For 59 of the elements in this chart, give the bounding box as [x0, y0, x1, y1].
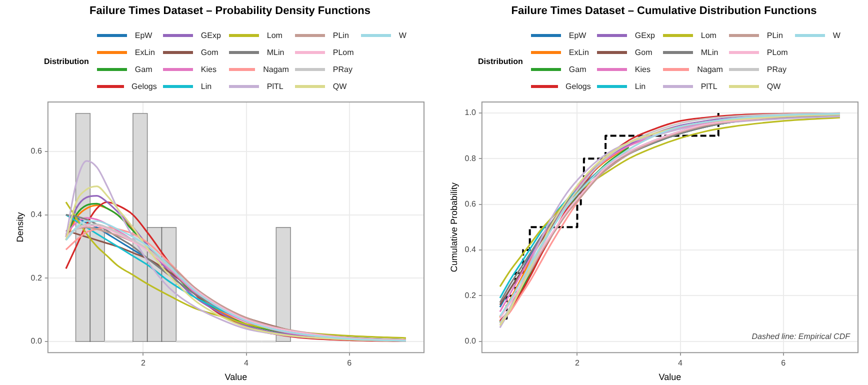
y-axis-title: Cumulative Probability	[448, 182, 459, 272]
legend-label: Lom	[700, 31, 716, 40]
legend-label: Lin	[634, 82, 646, 91]
legend-label: PLom	[766, 48, 788, 57]
legend-label: PLom	[332, 48, 354, 57]
legend-label: QW	[766, 82, 781, 91]
legend-label: PLin	[766, 31, 783, 40]
legend-label: W	[832, 31, 840, 40]
x-tick-label: 2	[575, 358, 580, 368]
legend-title: Distribution	[44, 56, 89, 66]
x-tick-label: 6	[347, 358, 352, 368]
legend-label: EpW	[134, 31, 152, 40]
chart-title: Failure Times Dataset – Cumulative Distribution Functions	[510, 5, 818, 17]
legend-label: QW	[332, 82, 347, 91]
x-axis-title: Value	[224, 372, 248, 382]
x-tick-label: 4	[678, 358, 684, 368]
legend-label: Gelogs	[566, 82, 591, 91]
legend-label: ExLin	[134, 48, 155, 57]
legend-label: Kies	[200, 65, 216, 74]
legend-label: EpW	[568, 31, 586, 40]
y-tick-label: 0.8	[464, 154, 476, 163]
legend-label: Gom	[200, 48, 218, 57]
legend-label: GExp	[200, 31, 221, 40]
legend-label: MLin	[266, 48, 284, 57]
legend-label: Lin	[200, 82, 212, 91]
legend-label: PRay	[766, 65, 786, 74]
chart-title: Failure Times Dataset – Probability Density Functions	[88, 5, 372, 17]
legend-label: PRay	[332, 65, 352, 74]
legend-label: Gom	[634, 48, 652, 57]
legend-title: Distribution	[478, 56, 523, 66]
legend-label: ExLin	[568, 48, 589, 57]
legend-label: Gelogs	[132, 82, 157, 91]
legend-label: Gam	[568, 65, 586, 74]
y-tick-label: 0.0	[464, 336, 476, 346]
x-tick-label: 6	[781, 358, 786, 368]
legend-label: Lom	[266, 31, 282, 40]
y-tick-label: 0.2	[464, 290, 476, 300]
y-axis-title: Density	[14, 212, 25, 242]
legend-label: PlTL	[266, 82, 284, 91]
x-tick-label: 2	[141, 358, 146, 368]
y-tick-label: 0.6	[30, 146, 42, 156]
y-tick-label: 0.0	[30, 336, 42, 346]
legend-label: PLin	[332, 31, 349, 40]
y-tick-label: 0.6	[464, 200, 476, 209]
x-tick-label: 4	[244, 358, 250, 368]
legend-label: W	[398, 31, 406, 40]
legend-label: Nagam	[697, 65, 723, 74]
legend-label: Gam	[134, 65, 152, 74]
y-tick-label: 0.4	[30, 210, 42, 219]
legend-label: Kies	[634, 65, 650, 74]
y-tick-label: 1.0	[464, 108, 476, 118]
x-axis-title: Value	[658, 372, 682, 382]
legend-label: PlTL	[700, 82, 718, 91]
y-tick-label: 0.2	[30, 273, 42, 282]
legend-label: MLin	[700, 48, 718, 57]
annotation: Dashed line: Empirical CDF	[752, 332, 852, 341]
legend-label: GExp	[634, 31, 655, 40]
y-tick-label: 0.4	[464, 245, 476, 254]
legend-label: Nagam	[263, 65, 289, 74]
